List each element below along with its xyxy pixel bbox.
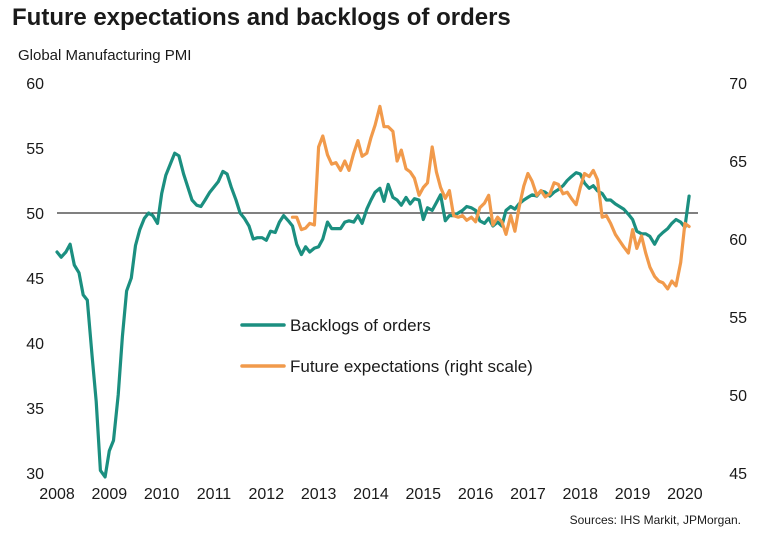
source-note: Sources: IHS Markit, JPMorgan. [569,513,741,527]
right-axis: 45 50 55 60 65 70 [729,76,747,483]
x-tick-label: 2018 [562,486,598,503]
backlogs-of-orders-line [55,151,691,479]
left-tick-label: 35 [26,401,44,418]
legend-label-backlogs: Backlogs of orders [290,316,431,335]
chart-subtitle: Global Manufacturing PMI [18,47,192,64]
left-tick-label: 30 [26,466,44,483]
right-tick-label: 45 [729,466,747,483]
x-tick-label: 2013 [301,486,337,503]
left-tick-label: 45 [26,271,44,288]
left-tick-label: 40 [26,336,44,353]
right-tick-label: 55 [729,310,747,327]
x-tick-label: 2014 [353,486,389,503]
x-axis: 2008 2009 2010 2011 2012 2013 2014 2015 2016 2017… [39,486,703,503]
legend-label-expectations: Future expectations (right scale) [290,357,533,376]
series-lines [55,104,691,479]
x-tick-label: 2019 [615,486,651,503]
left-tick-label: 50 [26,206,44,223]
x-tick-label: 2011 [197,486,232,503]
x-tick-label: 2008 [39,486,75,503]
left-tick-label: 55 [26,141,44,158]
left-tick-label: 60 [26,76,44,93]
right-tick-label: 70 [729,76,747,93]
chart-title: Future expectations and backlogs of orde… [12,4,511,31]
x-tick-label: 2010 [144,486,180,503]
left-axis: 30 35 40 45 50 55 60 [26,76,44,483]
right-tick-label: 50 [729,388,747,405]
x-tick-label: 2009 [92,486,128,503]
future-expectations-line [290,104,691,291]
x-tick-label: 2016 [458,486,494,503]
right-tick-label: 60 [729,232,747,249]
x-tick-label: 2017 [510,486,546,503]
legend: Backlogs of orders Future expectations (r… [240,316,533,376]
x-tick-label: 2020 [667,486,703,503]
x-tick-label: 2012 [249,486,285,503]
x-tick-label: 2015 [405,486,441,503]
right-tick-label: 65 [729,154,747,171]
